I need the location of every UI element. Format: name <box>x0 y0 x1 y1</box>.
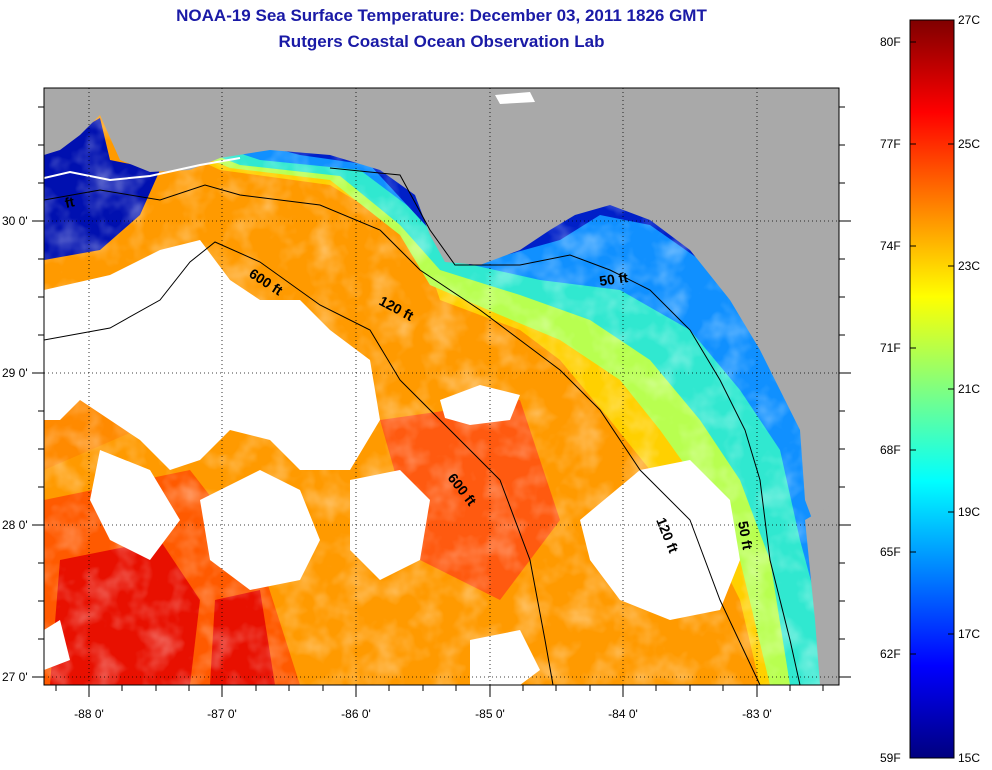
y-tick-label: 29 0' <box>2 366 28 380</box>
colorbar-f-label: 65F <box>880 545 901 559</box>
colorbar-c-label: 27C <box>958 13 980 27</box>
colorbar: 80F 77F 74F 71F 68F 65F 62F 59F 27C 25C … <box>880 13 980 765</box>
colorbar-c-label: 21C <box>958 382 980 396</box>
colorbar-f-label: 80F <box>880 35 901 49</box>
colorbar-c-label: 17C <box>958 627 980 641</box>
colorbar-f-label: 77F <box>880 137 901 151</box>
colorbar-c-label: 15C <box>958 751 980 765</box>
colorbar-f-label: 62F <box>880 647 901 661</box>
colorbar-f-label: 59F <box>880 751 901 765</box>
x-tick-label: -83 0' <box>742 707 772 721</box>
colorbar-c-label: 23C <box>958 259 980 273</box>
colorbar-f-label: 71F <box>880 341 901 355</box>
colorbar-gradient <box>910 20 954 758</box>
y-tick-label: 30 0' <box>2 214 28 228</box>
colorbar-c-label: 19C <box>958 505 980 519</box>
x-tick-label: -84 0' <box>608 707 638 721</box>
colorbar-f-label: 74F <box>880 239 901 253</box>
y-axis-labels: 30 0' 29 0' 28 0' 27 0' <box>2 214 28 684</box>
x-tick-label: -87 0' <box>207 707 237 721</box>
colorbar-f-label: 68F <box>880 443 901 457</box>
y-tick-label: 27 0' <box>2 670 28 684</box>
y-tick-label: 28 0' <box>2 518 28 532</box>
colorbar-c-label: 25C <box>958 137 980 151</box>
x-tick-label: -85 0' <box>475 707 505 721</box>
x-tick-label: -88 0' <box>74 707 104 721</box>
x-tick-label: -86 0' <box>341 707 371 721</box>
map-area <box>44 88 839 685</box>
x-axis-labels: -88 0' -87 0' -86 0' -85 0' -84 0' -83 0… <box>74 707 772 721</box>
